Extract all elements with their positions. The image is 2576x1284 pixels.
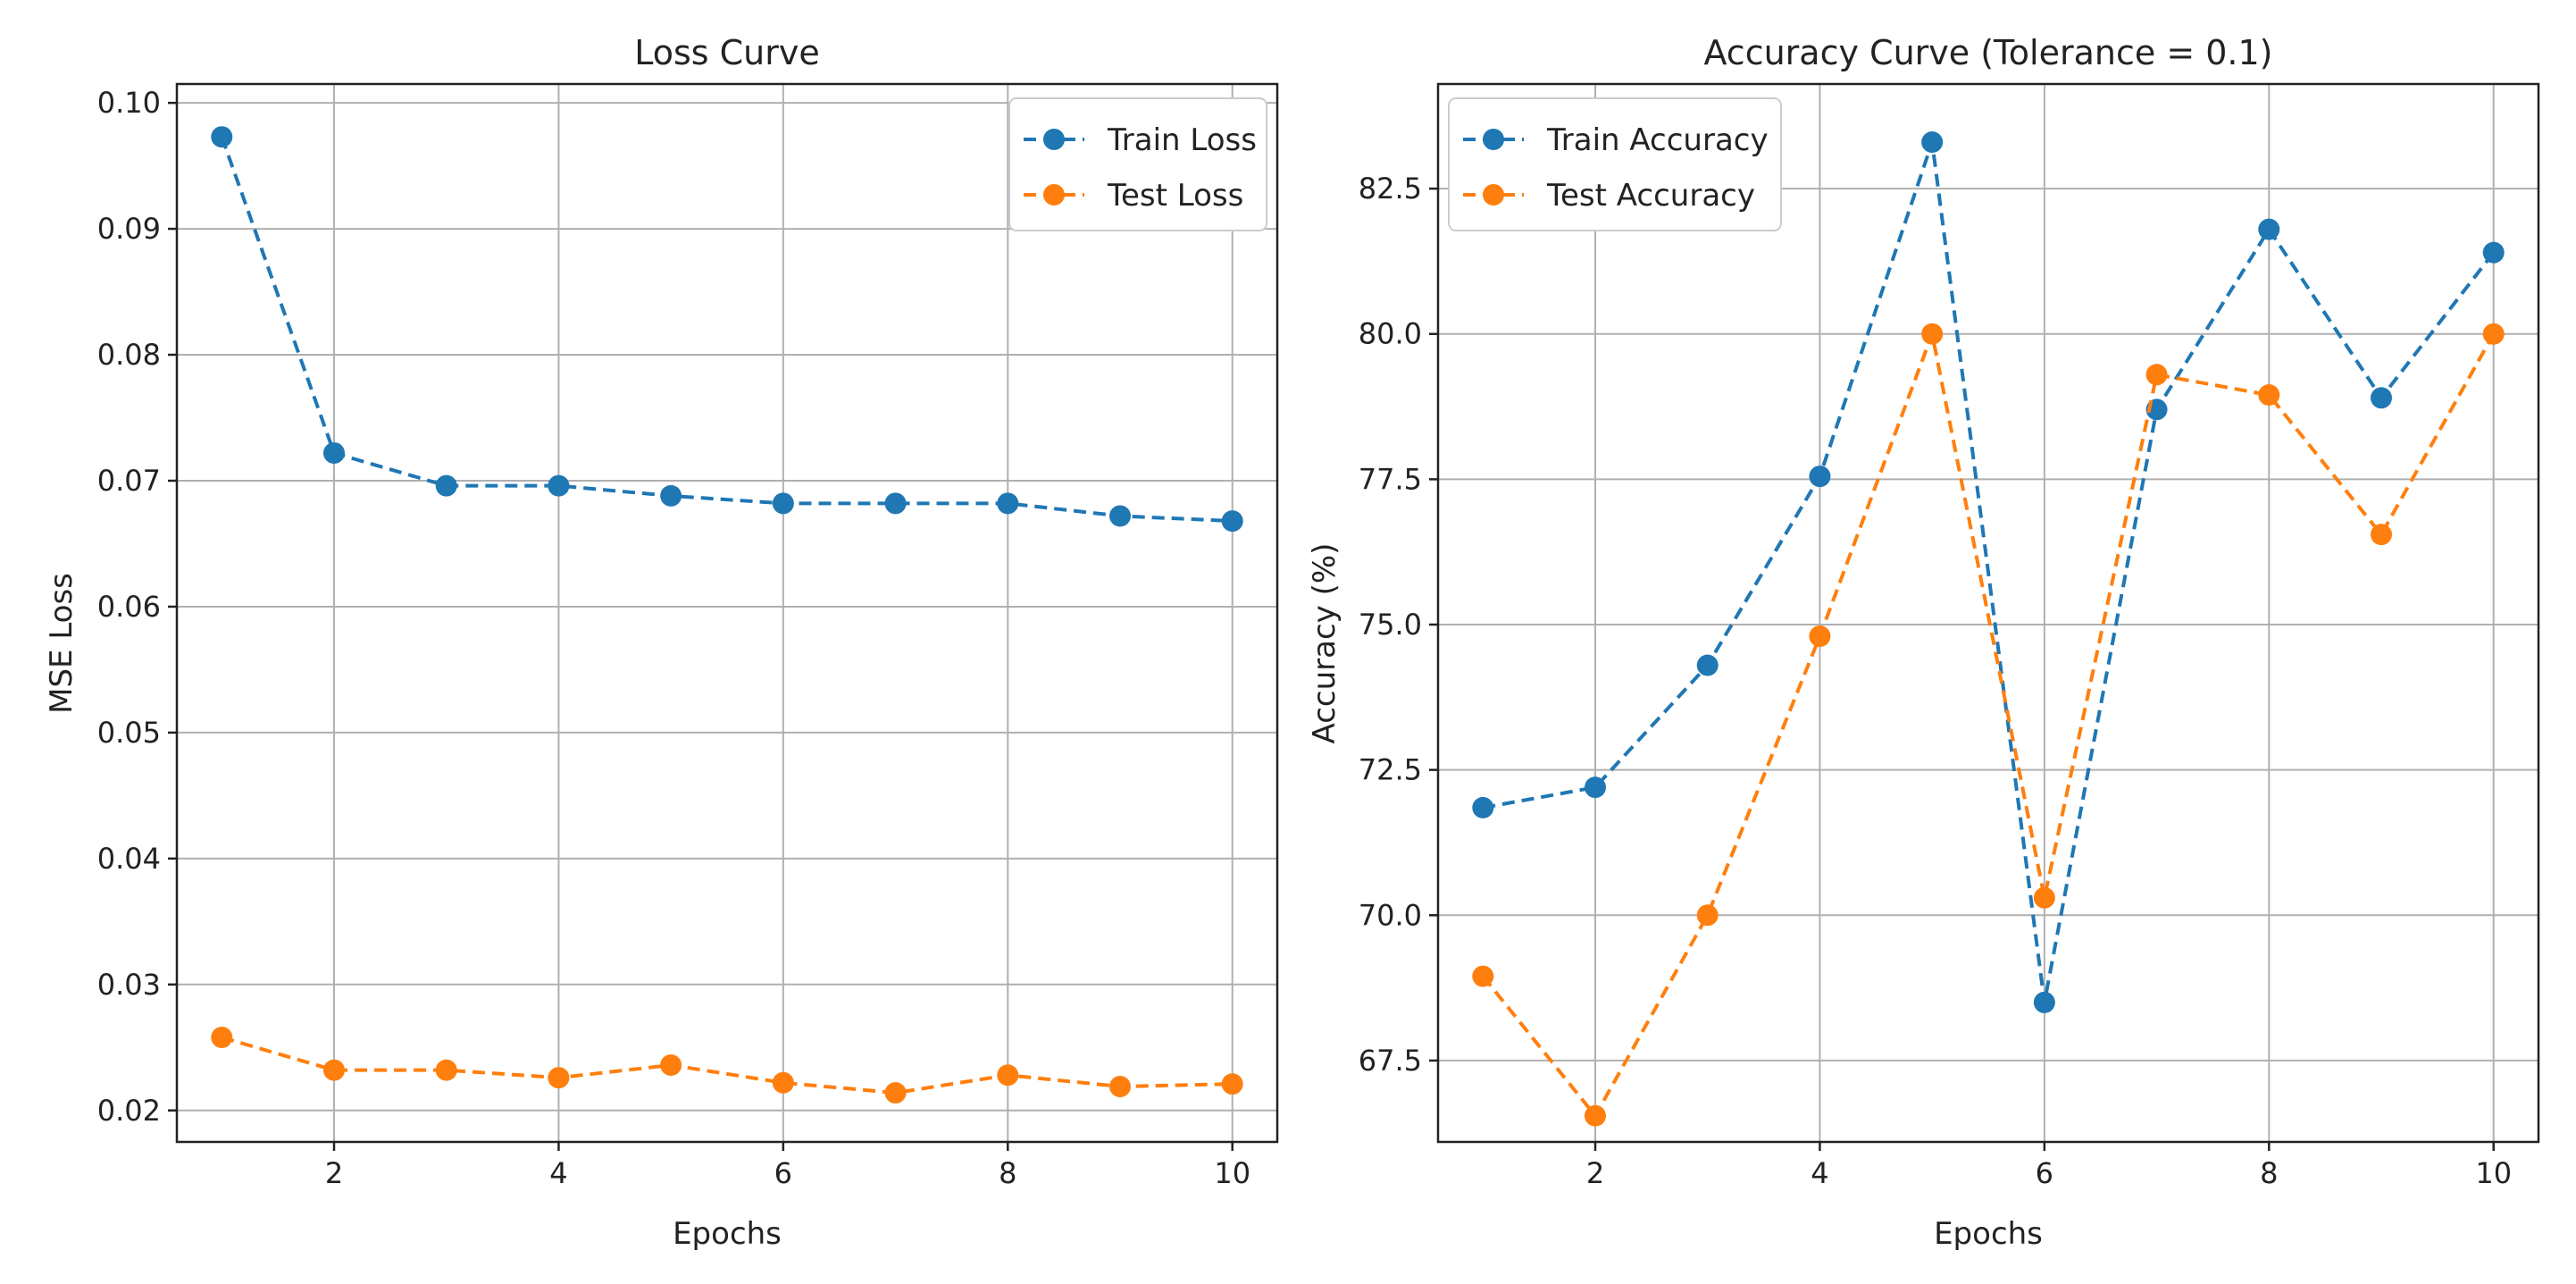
loss-legend-test-marker [1043,184,1065,206]
loss-chart-ylabel: MSE Loss [44,573,79,714]
accuracy-train-point [2258,218,2280,240]
accuracy-train-point [2371,387,2392,409]
accuracy-test-point [1472,965,1494,987]
loss-chart-series [211,126,1243,1104]
accuracy-train-point [1472,796,1494,818]
accuracy-chart-xlabel: Epochs [1934,1216,2043,1252]
accuracy-y-tick-label: 82.5 [1359,172,1422,206]
accuracy-y-tick-label: 75.0 [1359,608,1422,642]
loss-test-point [1221,1073,1243,1095]
accuracy-test-point [1921,323,1944,345]
accuracy-y-tick-label: 67.5 [1359,1044,1422,1078]
accuracy-train-point [2482,241,2505,264]
loss-train-point [1109,505,1131,527]
accuracy-train-point [1585,776,1606,799]
loss-y-tick-label: 0.04 [97,842,161,876]
loss-train-point [548,474,570,497]
accuracy-x-tick-label: 2 [1586,1156,1604,1190]
accuracy-chart: Accuracy Curve (Tolerance = 0.1) Epochs … [1307,33,2540,1252]
loss-chart-xlabel: Epochs [673,1216,782,1252]
accuracy-test-point [2258,384,2280,407]
accuracy-x-tick-label: 6 [2036,1156,2053,1190]
accuracy-legend-train-marker [1483,129,1504,150]
accuracy-test-point [2371,524,2392,546]
loss-y-tick-label: 0.02 [97,1094,161,1128]
accuracy-y-tick-label: 72.5 [1359,753,1422,787]
loss-x-tick-label: 10 [1214,1156,1250,1190]
loss-x-tick-label: 8 [999,1156,1016,1190]
accuracy-chart-series [1472,131,2505,1127]
loss-test-line [221,1036,1233,1095]
loss-test-point [211,1027,233,1049]
loss-y-tick-label: 0.09 [97,212,161,246]
loss-test-point [772,1071,794,1094]
accuracy-chart-plot-frame [1436,82,2540,1144]
loss-y-tick-label: 0.06 [97,590,161,624]
loss-train-point [1221,510,1243,533]
loss-legend-box [1008,97,1267,231]
loss-test-point [884,1082,907,1104]
loss-y-tick-label: 0.10 [97,86,161,120]
loss-y-tick-label: 0.05 [97,716,161,750]
loss-train-point [660,484,682,507]
loss-test-point [323,1059,345,1081]
accuracy-y-tick-label: 80.0 [1359,317,1422,351]
loss-train-line [220,136,1233,524]
loss-legend-train-marker [1043,129,1065,150]
accuracy-train-point [2033,991,2055,1013]
accuracy-x-tick-label: 4 [1811,1156,1828,1190]
loss-chart-title: Loss Curve [634,33,820,72]
loss-test-point [548,1067,570,1089]
accuracy-train-point [1809,466,1831,488]
loss-train-point [997,492,1019,515]
loss-y-tick-label: 0.08 [97,338,161,372]
loss-x-tick-label: 2 [325,1156,343,1190]
accuracy-test-line [1481,327,2496,1120]
accuracy-x-tick-label: 8 [2260,1156,2278,1190]
accuracy-test-point [1696,904,1719,927]
loss-x-tick-label: 4 [549,1156,567,1190]
accuracy-legend-box [1448,97,1782,231]
accuracy-legend-test-label: Test Accuracy [1546,178,1755,214]
accuracy-test-point [2482,323,2505,345]
accuracy-y-tick-label: 70.0 [1359,898,1422,932]
loss-test-point [1109,1075,1131,1097]
loss-test-point [660,1054,682,1077]
accuracy-legend-test-marker [1483,184,1504,206]
loss-y-tick-label: 0.03 [97,968,161,1002]
accuracy-train-line [1482,141,2496,1003]
loss-chart-legend: Train Loss Test Loss [1008,97,1267,231]
loss-test-point [997,1064,1019,1087]
accuracy-chart-legend: Train Accuracy Test Accuracy [1448,97,1782,231]
accuracy-legend-train-label: Train Accuracy [1546,122,1769,158]
accuracy-x-tick-label: 10 [2475,1156,2512,1190]
loss-train-point [772,492,794,515]
loss-train-point [435,474,457,497]
accuracy-chart-title: Accuracy Curve (Tolerance = 0.1) [1703,33,2272,72]
accuracy-train-point [1921,131,1944,154]
loss-x-tick-label: 6 [774,1156,792,1190]
loss-y-tick-label: 0.07 [97,464,161,498]
accuracy-test-point [1809,625,1831,648]
accuracy-train-point [1696,654,1719,676]
accuracy-test-point [2145,364,2168,386]
loss-legend-test-label: Test Loss [1107,178,1243,214]
loss-legend-train-label: Train Loss [1107,122,1257,158]
accuracy-test-point [2033,886,2055,909]
loss-train-point [211,126,233,148]
accuracy-chart-ylabel: Accuracy (%) [1307,543,1342,744]
loss-chart-plot-frame [175,82,1279,1144]
loss-test-point [435,1059,457,1081]
loss-train-point [323,441,345,464]
loss-train-point [884,492,907,515]
loss-chart-ticks: 2 4 6 8 10 0.02 0.03 0.04 0.05 0.06 0.07 0.08 0.09 0.… [97,86,1250,1190]
accuracy-test-point [1585,1104,1606,1127]
loss-chart: Loss Curve Epochs MSE Loss 2 4 6 8 10 0.02 0.0… [44,33,1279,1252]
accuracy-y-tick-label: 77.5 [1359,462,1422,496]
accuracy-chart-ticks: 2 4 6 8 10 67.5 70.0 72.5 75.0 77.5 80.0 82.5 [1359,172,2512,1190]
